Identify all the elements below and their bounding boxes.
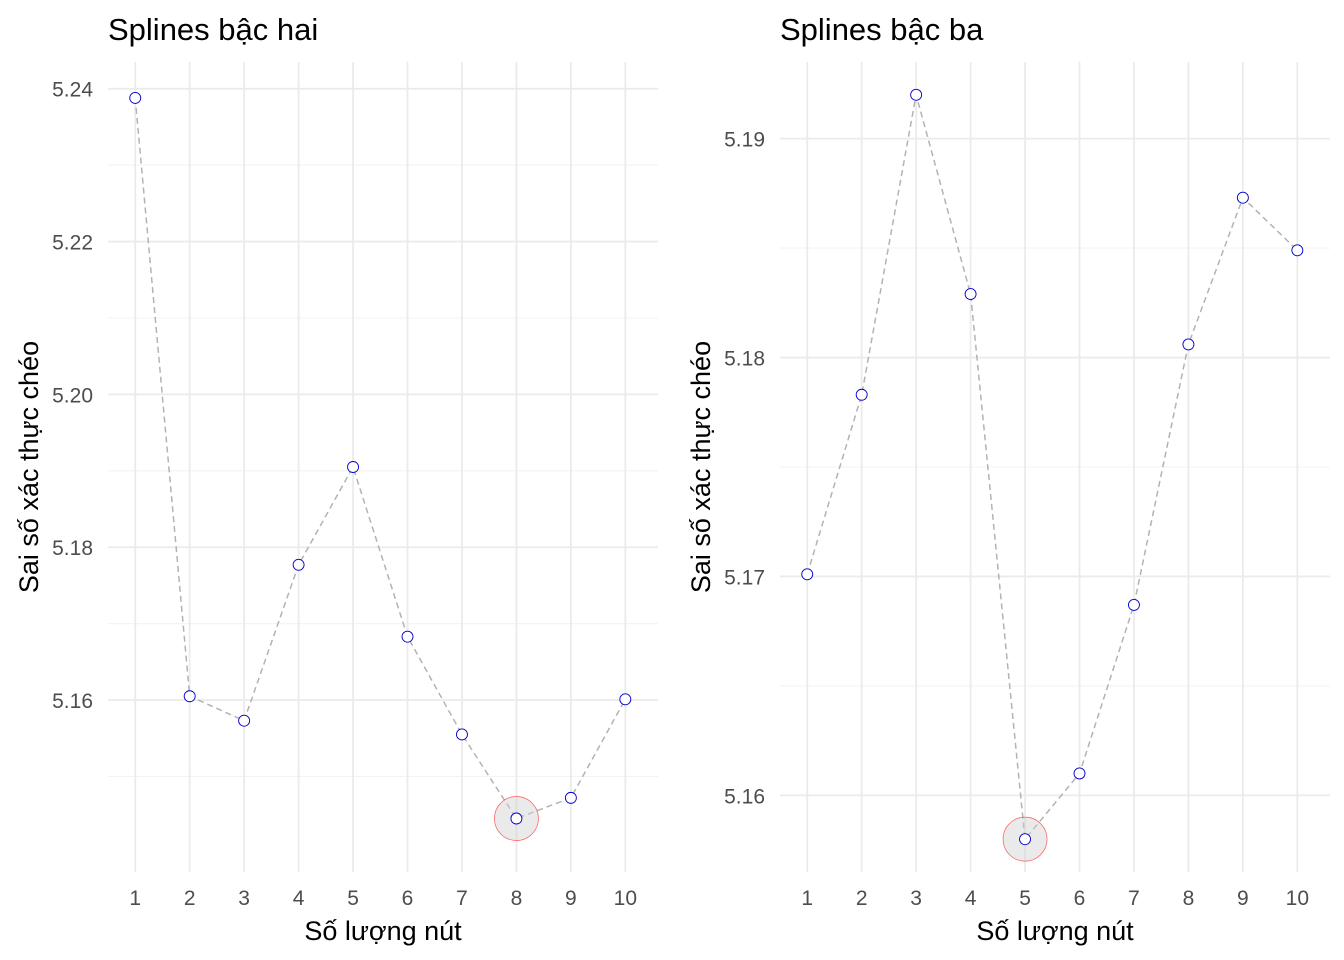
x-tick-label-10: 10 bbox=[1286, 887, 1309, 910]
x-tick-label-9: 9 bbox=[565, 887, 577, 910]
data-point-5 bbox=[347, 461, 359, 473]
data-point-6 bbox=[401, 630, 414, 643]
data-point-10 bbox=[619, 693, 632, 706]
points-cubic bbox=[801, 88, 1304, 846]
x-tick-labels-cubic: 1 2 3 4 5 6 7 8 9 10 bbox=[801, 887, 1309, 910]
y-tick-label-3: 5.19 bbox=[724, 129, 765, 152]
x-axis-label-cubic: Số lượng nút bbox=[976, 916, 1134, 946]
y-tick-label-1: 5.18 bbox=[52, 537, 93, 560]
x-tick-label-7: 7 bbox=[1128, 887, 1140, 910]
data-point-2 bbox=[855, 388, 868, 401]
data-point-2 bbox=[183, 690, 196, 703]
x-tick-label-5: 5 bbox=[347, 887, 359, 910]
data-point-9 bbox=[1236, 191, 1249, 204]
grid-cubic bbox=[780, 62, 1330, 872]
x-axis-label-quadratic: Số lượng nút bbox=[304, 916, 462, 946]
data-point-6 bbox=[1073, 767, 1086, 780]
data-point-10 bbox=[1291, 244, 1304, 257]
data-point-3 bbox=[910, 88, 923, 101]
data-point-4 bbox=[292, 558, 305, 571]
data-point-7 bbox=[456, 728, 468, 741]
data-point-8 bbox=[510, 812, 523, 825]
x-tick-label-2: 2 bbox=[184, 887, 196, 910]
data-point-7 bbox=[1128, 598, 1140, 611]
points-quadratic bbox=[129, 91, 632, 825]
x-tick-label-6: 6 bbox=[402, 887, 414, 910]
y-tick-label-1: 5.17 bbox=[724, 566, 765, 589]
x-tick-labels-quadratic: 1 2 3 4 5 6 7 8 9 10 bbox=[129, 887, 637, 910]
series-line-cubic bbox=[806, 94, 1298, 842]
x-tick-label-4: 4 bbox=[293, 887, 305, 910]
x-tick-label-9: 9 bbox=[1237, 887, 1249, 910]
chart-title-quadratic: Splines bậc hai bbox=[108, 12, 318, 47]
data-point-8 bbox=[1182, 338, 1195, 351]
y-axis-label-quadratic: Sai số xác thực chéo bbox=[14, 341, 44, 593]
grid-quadratic bbox=[108, 62, 658, 872]
data-point-9 bbox=[564, 791, 577, 804]
y-tick-labels-cubic: 5.16 5.17 5.18 5.19 bbox=[724, 129, 765, 809]
x-tick-label-4: 4 bbox=[965, 887, 977, 910]
data-point-3 bbox=[238, 714, 251, 727]
x-tick-label-7: 7 bbox=[456, 887, 468, 910]
x-tick-label-8: 8 bbox=[511, 887, 523, 910]
x-tick-label-1: 1 bbox=[801, 887, 813, 910]
data-point-1 bbox=[801, 568, 814, 581]
y-tick-label-2: 5.18 bbox=[724, 348, 765, 371]
panel-cubic: 1 2 3 4 5 6 7 8 9 10 5.16 5.17 5.18 5.19 Splines bậc… bbox=[686, 12, 1330, 946]
panel-quadratic: 1 2 3 4 5 6 7 8 9 10 5.16 5.18 5.20 5.22 5.24 Splines… bbox=[14, 12, 658, 946]
x-tick-label-1: 1 bbox=[129, 887, 141, 910]
y-tick-label-0: 5.16 bbox=[52, 690, 93, 713]
data-point-5 bbox=[1019, 833, 1031, 846]
x-tick-label-3: 3 bbox=[238, 887, 250, 910]
y-axis-label-cubic: Sai số xác thực chéo bbox=[686, 341, 716, 593]
y-tick-label-3: 5.22 bbox=[52, 232, 93, 255]
data-point-1 bbox=[129, 91, 142, 104]
x-tick-label-6: 6 bbox=[1074, 887, 1086, 910]
x-tick-label-10: 10 bbox=[614, 887, 637, 910]
series-line-quadratic bbox=[134, 97, 626, 820]
data-point-4 bbox=[964, 288, 977, 301]
y-tick-label-0: 5.16 bbox=[724, 785, 765, 808]
y-tick-labels-quadratic: 5.16 5.18 5.20 5.22 5.24 bbox=[52, 79, 93, 713]
x-tick-label-5: 5 bbox=[1019, 887, 1031, 910]
y-tick-label-4: 5.24 bbox=[52, 79, 93, 102]
x-tick-label-8: 8 bbox=[1183, 887, 1195, 910]
chart-title-cubic: Splines bậc ba bbox=[780, 12, 984, 47]
x-tick-label-2: 2 bbox=[856, 887, 868, 910]
x-tick-label-3: 3 bbox=[910, 887, 922, 910]
y-tick-label-2: 5.20 bbox=[52, 384, 93, 407]
